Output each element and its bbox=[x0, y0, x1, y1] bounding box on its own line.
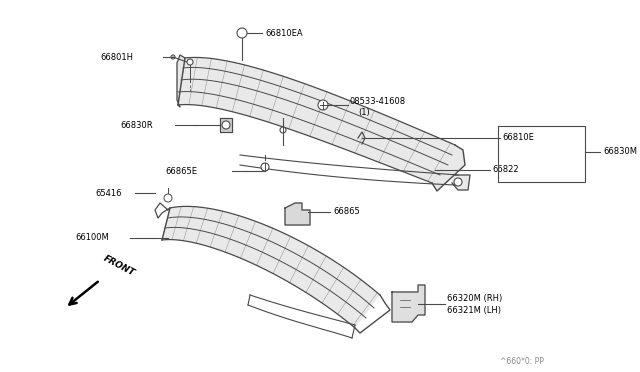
Text: ^660*0: PP: ^660*0: PP bbox=[500, 357, 544, 366]
Text: 66830R: 66830R bbox=[120, 121, 152, 129]
Polygon shape bbox=[220, 118, 232, 132]
Circle shape bbox=[237, 28, 247, 38]
Text: 66810EA: 66810EA bbox=[265, 29, 303, 38]
Text: 66865E: 66865E bbox=[165, 167, 197, 176]
Polygon shape bbox=[178, 57, 455, 183]
Text: 66321M (LH): 66321M (LH) bbox=[447, 307, 501, 315]
Text: 66100M: 66100M bbox=[75, 234, 109, 243]
Circle shape bbox=[187, 59, 193, 65]
Circle shape bbox=[164, 194, 172, 202]
Circle shape bbox=[261, 163, 269, 171]
Text: 08533-41608: 08533-41608 bbox=[350, 97, 406, 106]
Polygon shape bbox=[432, 145, 465, 191]
Circle shape bbox=[318, 100, 328, 110]
Polygon shape bbox=[452, 175, 470, 190]
Polygon shape bbox=[392, 285, 425, 322]
Text: 66801H: 66801H bbox=[100, 52, 133, 61]
Circle shape bbox=[454, 178, 462, 186]
Text: 65416: 65416 bbox=[95, 189, 122, 198]
Text: 66810E: 66810E bbox=[502, 134, 534, 142]
Circle shape bbox=[222, 121, 230, 129]
Text: FRONT: FRONT bbox=[102, 254, 136, 278]
Text: 66822: 66822 bbox=[492, 166, 518, 174]
Polygon shape bbox=[285, 203, 310, 225]
Text: 66865: 66865 bbox=[333, 208, 360, 217]
Circle shape bbox=[280, 127, 286, 133]
Polygon shape bbox=[177, 55, 185, 107]
Polygon shape bbox=[162, 206, 380, 328]
Text: 66320M (RH): 66320M (RH) bbox=[447, 295, 502, 304]
Text: 66830M: 66830M bbox=[603, 148, 637, 157]
Text: (1): (1) bbox=[358, 109, 370, 118]
